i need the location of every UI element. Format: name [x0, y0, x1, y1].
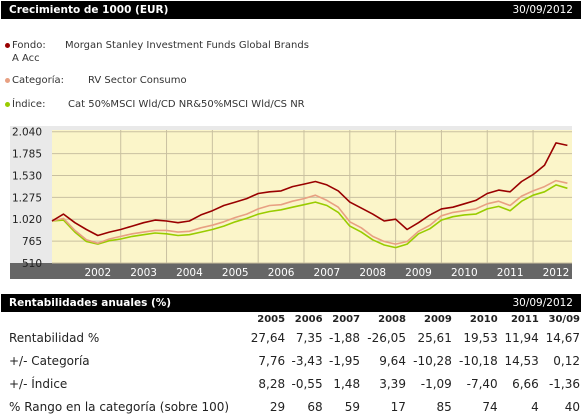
legend-fondo-label: Fondo:: [12, 40, 46, 51]
x-tick-label: 2002: [84, 267, 111, 279]
series-line-categora: [51, 179, 568, 245]
x-tick-label: 2011: [497, 267, 524, 279]
y-tick-label: 1.785: [12, 149, 42, 161]
legend-indice-marker: [5, 102, 10, 107]
growth-title: Crecimiento de 1000 (EUR): [9, 4, 169, 16]
table-header-row: 2005 2006 2007 2008 2009 2010 2011 30/09: [0, 312, 583, 326]
row-label: +/- Índice: [9, 376, 68, 391]
col-header: 2008: [378, 313, 406, 325]
y-tick-label: 1.275: [12, 192, 42, 204]
cell: 3,39: [379, 376, 406, 391]
y-tick-label: 1.020: [12, 214, 42, 226]
growth-chart: 2.040 1.785 1.530 1.275 1.020 765 510 2002 2003 2…: [10, 126, 572, 279]
row-label: +/- Categoría: [9, 353, 90, 368]
y-tick-label: 1.530: [12, 170, 42, 182]
cell: 85: [436, 399, 452, 414]
series-line-fondo: [51, 142, 568, 237]
x-tick-label: 2006: [268, 267, 295, 279]
legend-categoria-value: RV Sector Consumo: [88, 75, 187, 86]
cell: -1,36: [548, 376, 580, 391]
cell: -1,88: [329, 330, 361, 345]
x-tick-label: 2012: [543, 267, 570, 279]
cell: 11,94: [504, 330, 539, 345]
annual-returns-table: 2005 2006 2007 2008 2009 2010 2011 30/09…: [0, 312, 583, 418]
x-tick-label: 2009: [405, 267, 432, 279]
annual-date: 30/09/2012: [512, 297, 573, 309]
cell: 14,53: [504, 353, 539, 368]
x-tick-label: 2008: [359, 267, 386, 279]
table-header-blank: [0, 312, 247, 326]
cell: 9,64: [379, 353, 406, 368]
cell: 40: [564, 399, 580, 414]
col-header: 2010: [469, 313, 498, 325]
annual-title: Rentabilidades anuales (%): [9, 297, 172, 309]
cell: 8,28: [258, 376, 286, 391]
cell: -1,95: [329, 353, 361, 368]
cell: -26,05: [367, 330, 406, 345]
cell: 4: [531, 399, 539, 414]
cell: -3,43: [291, 353, 323, 368]
col-header: 2005: [257, 313, 286, 325]
cell: 1,48: [333, 376, 361, 391]
cell: 59: [344, 399, 361, 414]
cell: -7,40: [466, 376, 498, 391]
table-row: Rentabilidad % 27,64 7,35 -1,88 -26,05 2…: [0, 326, 583, 349]
x-axis-band: [10, 263, 572, 279]
table-row: % Rango en la categoría (sobre 100) 29 6…: [0, 395, 583, 418]
legend-fondo-marker: [5, 43, 10, 48]
annual-header: Rentabilidades anuales (%) 30/09/2012: [1, 294, 581, 312]
cell: 6,66: [512, 376, 539, 391]
cell: -10,18: [459, 353, 498, 368]
x-tick-label: 2007: [314, 267, 341, 279]
growth-header: Crecimiento de 1000 (EUR) 30/09/2012: [1, 1, 581, 19]
legend-categoria-marker: [5, 78, 10, 83]
col-header: 2009: [423, 313, 452, 325]
col-header: 2006: [294, 313, 323, 325]
legend-fondo-value-cont: A Acc: [12, 53, 40, 64]
x-tick-label: 2004: [176, 267, 203, 279]
cell: -10,28: [413, 353, 452, 368]
x-tick-label: 2003: [130, 267, 157, 279]
col-header: 2011: [510, 313, 539, 325]
cell: 74: [482, 399, 498, 414]
row-label: % Rango en la categoría (sobre 100): [9, 399, 230, 414]
growth-date: 30/09/2012: [512, 4, 573, 16]
cell: 17: [390, 399, 406, 414]
legend-indice-label: Índice:: [12, 99, 46, 110]
cell: 14,67: [545, 330, 580, 345]
y-tick-label: 510: [22, 258, 42, 270]
cell: 7,76: [258, 353, 286, 368]
table-row: +/- Índice 8,28 -0,55 1,48 3,39 -1,09 -7…: [0, 372, 583, 395]
row-label: Rentabilidad %: [9, 330, 100, 345]
y-tick-label: 2.040: [12, 127, 42, 139]
cell: -1,09: [420, 376, 452, 391]
col-header: 2007: [332, 313, 361, 325]
cell: 68: [307, 399, 323, 414]
cell: -0,55: [291, 376, 323, 391]
legend-fondo-value: Morgan Stanley Investment Funds Global B…: [65, 40, 309, 51]
y-tick-label: 765: [22, 236, 42, 248]
cell: 19,53: [463, 330, 498, 345]
cell: 25,61: [417, 330, 452, 345]
cell: 0,12: [553, 353, 580, 368]
cell: 29: [269, 399, 286, 414]
table-row: +/- Categoría 7,76 -3,43 -1,95 9,64 -10,…: [0, 349, 583, 372]
legend-categoria-label: Categoría:: [12, 75, 65, 86]
x-tick-label: 2005: [222, 267, 249, 279]
legend-indice-value: Cat 50%MSCI Wld/CD NR&50%MSCI Wld/CS NR: [68, 99, 305, 110]
col-header: 30/09: [548, 313, 580, 325]
x-tick-label: 2010: [451, 267, 478, 279]
series-line-ndice: [51, 184, 568, 249]
cell: 7,35: [295, 330, 323, 345]
cell: 27,64: [250, 330, 286, 345]
